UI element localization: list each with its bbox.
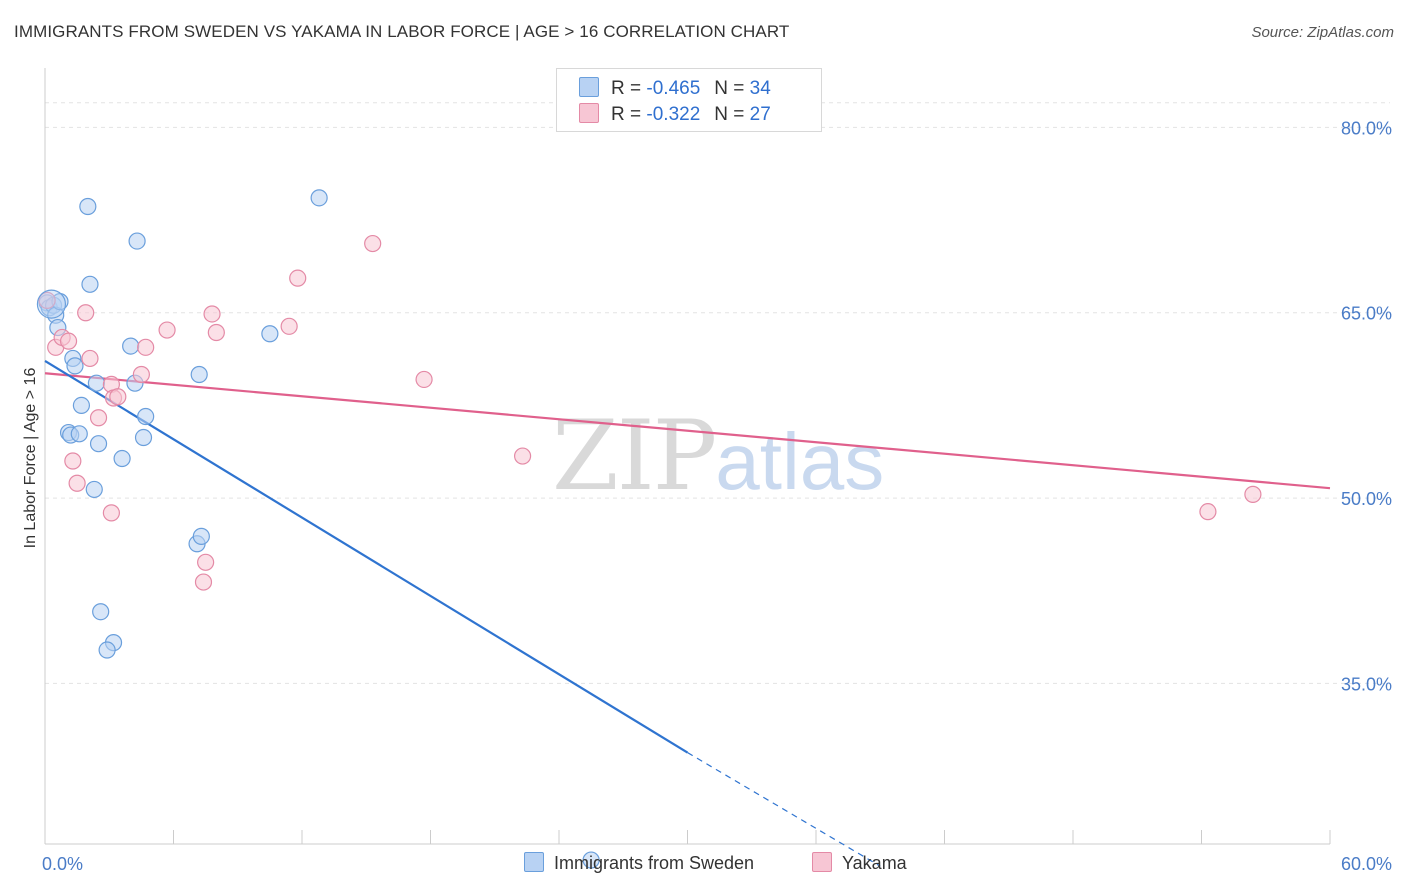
- point-yakama: [64, 452, 82, 470]
- legend-r-label: R =: [611, 78, 642, 99]
- point-sweden: [87, 374, 106, 392]
- axes: [44, 68, 1331, 845]
- legend-row-sweden: R = -0.465 N = 34: [579, 77, 771, 103]
- point-sweden: [310, 189, 328, 207]
- point-yakama: [197, 553, 215, 571]
- source-label: Source: ZipAtlas.com: [1251, 24, 1394, 41]
- watermark-atlas: atlas: [715, 417, 885, 506]
- point-yakama: [158, 321, 176, 339]
- grid-lines: [45, 102, 1390, 684]
- correlation-legend: R = -0.465 N = 34 R = -0.322 N = 27: [556, 68, 822, 132]
- point-sweden: [72, 396, 91, 415]
- chart-title: IMMIGRANTS FROM SWEDEN VS YAKAMA IN LABO…: [14, 22, 790, 41]
- watermark: ZIPatlas: [552, 400, 884, 512]
- point-yakama: [109, 388, 127, 406]
- point-sweden: [70, 425, 88, 443]
- legend-r-value: -0.465: [646, 78, 701, 99]
- legend-n-label: N =: [714, 104, 745, 125]
- point-yakama: [207, 323, 225, 342]
- y-tick-label: 50.0%: [1341, 489, 1392, 509]
- point-sweden: [128, 232, 146, 250]
- trend-line-sweden: [44, 359, 689, 754]
- point-sweden: [85, 480, 103, 499]
- point-sweden: [89, 435, 108, 453]
- point-yakama: [137, 338, 155, 356]
- trend-line-yakama: [44, 372, 1331, 490]
- point-yakama: [289, 269, 307, 287]
- data-points: [36, 189, 1262, 869]
- trend-lines: [44, 359, 1331, 867]
- bottom-legend-label-sweden: Immigrants from Sweden: [554, 853, 755, 873]
- bottom-legend-yakama: Yakama: [812, 852, 907, 874]
- point-sweden: [92, 603, 110, 621]
- point-yakama: [89, 409, 108, 427]
- point-sweden: [261, 325, 279, 343]
- legend-n-value: 34: [749, 78, 771, 99]
- y-tick-label: 80.0%: [1341, 118, 1392, 138]
- point-sweden-cluster: [36, 289, 67, 319]
- trend-line-sweden-extension: [687, 752, 881, 867]
- legend-swatch-pink: [579, 103, 599, 123]
- y-axis-label: In Labor Force | Age > 16: [22, 368, 39, 549]
- point-yakama: [194, 573, 213, 591]
- legend-n-value: 27: [749, 104, 771, 125]
- watermark-zip: ZIP: [552, 400, 717, 512]
- x-tick-label: 60.0%: [1341, 854, 1392, 874]
- tick-labels: 80.0% 65.0% 50.0% 35.0% 0.0% 60.0%: [42, 118, 1392, 874]
- point-yakama: [68, 474, 86, 492]
- bottom-legend-sweden: Immigrants from Sweden: [524, 852, 754, 874]
- point-yakama: [364, 234, 382, 253]
- point-yakama: [1199, 503, 1217, 521]
- point-yakama: [77, 304, 95, 322]
- point-yakama: [38, 291, 56, 309]
- legend-swatch-blue: [579, 77, 599, 97]
- bottom-legend-swatch-pink: [812, 852, 832, 872]
- point-sweden: [122, 337, 140, 355]
- y-tick-label: 65.0%: [1341, 304, 1392, 324]
- point-sweden: [582, 851, 600, 869]
- point-yakama: [203, 305, 221, 323]
- point-sweden: [79, 197, 97, 216]
- point-yakama: [102, 504, 120, 522]
- point-sweden: [113, 449, 131, 468]
- point-yakama: [1244, 485, 1262, 503]
- point-yakama: [280, 317, 298, 335]
- point-yakama: [513, 447, 532, 465]
- legend-n-label: N =: [714, 78, 745, 99]
- legend-r-label: R =: [611, 104, 642, 125]
- bottom-legend-label-yakama: Yakama: [842, 853, 907, 873]
- point-yakama: [59, 332, 78, 350]
- point-sweden: [190, 365, 208, 384]
- point-sweden: [192, 527, 210, 545]
- legend-row-yakama: R = -0.322 N = 27: [579, 103, 771, 129]
- point-sweden: [66, 357, 84, 375]
- point-sweden: [81, 275, 99, 293]
- point-sweden: [98, 641, 116, 659]
- bottom-legend-swatch-blue: [524, 852, 544, 872]
- x-tick-label: 0.0%: [42, 854, 83, 874]
- point-sweden: [137, 407, 155, 426]
- point-yakama: [81, 349, 99, 368]
- point-sweden: [134, 428, 153, 447]
- y-tick-label: 35.0%: [1341, 674, 1392, 694]
- legend-r-value: -0.322: [646, 104, 701, 125]
- point-yakama: [415, 370, 433, 389]
- point-yakama: [132, 365, 150, 384]
